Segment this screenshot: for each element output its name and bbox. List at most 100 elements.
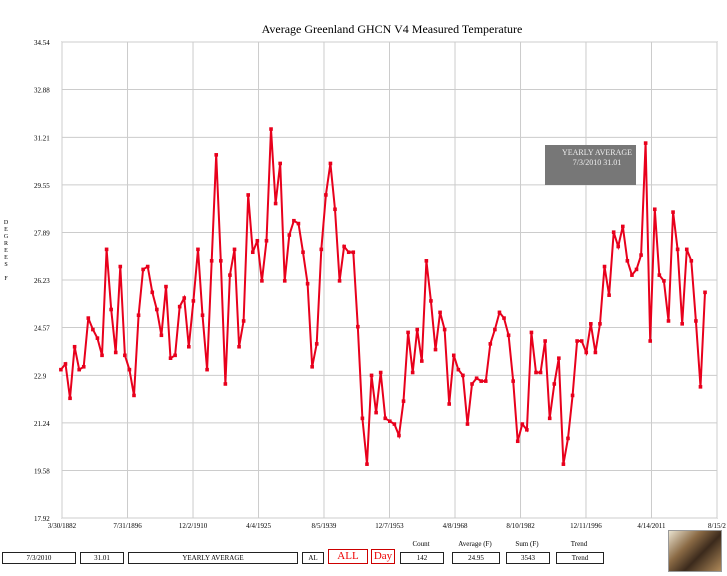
data-point xyxy=(616,244,621,249)
all-button[interactable]: ALL xyxy=(328,549,368,564)
sum-field: 3543 xyxy=(506,552,550,564)
x-tick-label: 12/2/1910 xyxy=(179,522,208,530)
data-point xyxy=(328,161,333,166)
thumbnail[interactable] xyxy=(668,530,722,572)
data-point xyxy=(483,379,488,383)
x-tick-label: 8/15/2 xyxy=(708,522,726,530)
data-point xyxy=(378,370,383,375)
data-point xyxy=(474,376,479,381)
data-point xyxy=(639,253,643,257)
data-point xyxy=(584,350,589,355)
y-tick-label: 26.23 xyxy=(34,277,50,285)
x-tick-label: 8/10/1982 xyxy=(506,522,535,530)
trend-field[interactable]: Trend xyxy=(556,552,604,564)
range-field[interactable]: AL xyxy=(302,552,324,564)
y-tick-label: 27.89 xyxy=(34,229,50,237)
data-point xyxy=(648,339,653,343)
mode-field[interactable]: YEARLY AVERAGE xyxy=(128,552,298,564)
data-point xyxy=(250,250,255,255)
data-point xyxy=(575,339,579,343)
data-point xyxy=(401,399,406,403)
data-point xyxy=(447,402,452,406)
y-axis-label: DEGREES F xyxy=(3,220,9,283)
data-point xyxy=(159,333,164,338)
data-point xyxy=(634,267,639,272)
data-point xyxy=(680,322,684,326)
x-tick-label: 4/8/1968 xyxy=(443,522,468,530)
chart: Average Greenland GHCN V4 Measured Tempe… xyxy=(3,22,726,530)
x-tick-label: 7/31/1896 xyxy=(113,522,142,530)
data-point xyxy=(493,327,497,332)
annotation-text: 7/3/2010 31.01 xyxy=(573,158,621,167)
sum-label: Sum (F) xyxy=(515,540,539,548)
data-point xyxy=(520,422,525,426)
data-point xyxy=(415,327,420,332)
data-point xyxy=(342,244,346,249)
data-point xyxy=(301,250,305,255)
data-point xyxy=(269,127,273,131)
data-point xyxy=(388,419,392,423)
data-point xyxy=(145,264,150,269)
data-point xyxy=(502,316,506,320)
data-point xyxy=(694,319,698,323)
data-point xyxy=(191,299,196,303)
data-point xyxy=(200,313,205,318)
day-button[interactable]: Day xyxy=(371,549,395,564)
data-point xyxy=(278,161,282,166)
data-point xyxy=(666,319,671,323)
data-point xyxy=(657,273,662,277)
x-tick-label: 4/14/2011 xyxy=(637,522,666,530)
data-point xyxy=(123,353,127,358)
data-point xyxy=(100,353,104,358)
data-point xyxy=(419,359,424,363)
data-point xyxy=(506,333,511,338)
annotation-title: YEARLY AVERAGE xyxy=(562,148,632,157)
date-field[interactable]: 7/3/2010 xyxy=(2,552,76,564)
data-point xyxy=(465,422,470,426)
x-tick-label: 8/5/1939 xyxy=(312,522,337,530)
data-point xyxy=(292,218,296,223)
data-point xyxy=(451,353,456,358)
trend-label: Trend xyxy=(570,540,588,548)
y-tick-label: 19.58 xyxy=(34,467,50,475)
data-point xyxy=(442,327,447,332)
data-point xyxy=(497,310,502,315)
count-field: 142 xyxy=(400,552,444,564)
data-point xyxy=(675,247,680,252)
data-point xyxy=(611,230,616,234)
data-point xyxy=(314,342,319,346)
data-point xyxy=(566,436,570,441)
data-point xyxy=(479,379,483,383)
average-label: Average (F) xyxy=(458,540,492,548)
data-point xyxy=(652,207,657,212)
data-point xyxy=(689,259,694,263)
data-point xyxy=(438,310,442,315)
data-point xyxy=(118,264,123,269)
data-point xyxy=(81,364,86,369)
data-point xyxy=(109,307,113,312)
data-point xyxy=(552,382,557,386)
data-point xyxy=(205,367,209,372)
data-point xyxy=(287,233,292,237)
data-point xyxy=(621,224,625,229)
data-point xyxy=(127,367,132,372)
data-point xyxy=(164,284,168,289)
data-point xyxy=(77,367,81,372)
data-point xyxy=(168,356,173,360)
value-field[interactable]: 31.01 xyxy=(80,552,124,564)
data-point xyxy=(593,350,598,355)
data-point xyxy=(218,259,223,263)
data-point xyxy=(223,382,228,386)
data-point xyxy=(397,433,401,438)
data-point xyxy=(529,330,534,335)
data-point xyxy=(456,367,461,372)
data-point xyxy=(703,290,707,295)
chart-title: Average Greenland GHCN V4 Measured Tempe… xyxy=(262,22,523,36)
y-tick-label: 21.24 xyxy=(34,420,50,428)
y-tick-label: 32.88 xyxy=(34,87,50,95)
data-point xyxy=(141,267,145,272)
data-point xyxy=(104,247,109,252)
average-field: 24.95 xyxy=(452,552,500,564)
data-point xyxy=(232,247,237,252)
data-line xyxy=(60,129,706,465)
